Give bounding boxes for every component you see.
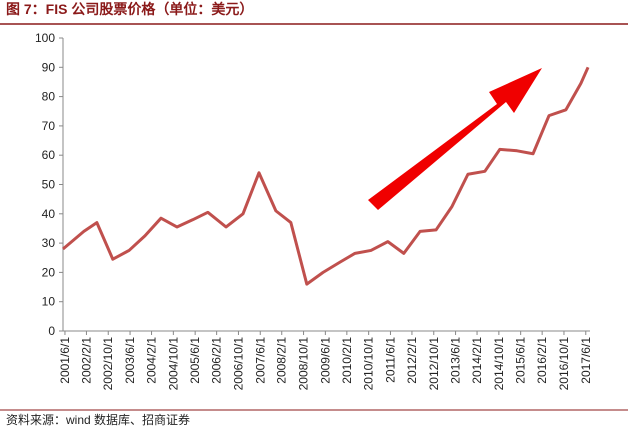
y-tick-label: 50 bbox=[42, 178, 56, 192]
x-tick-label: 2006/2/1 bbox=[210, 337, 224, 384]
y-tick-label: 80 bbox=[42, 90, 56, 104]
x-tick-label: 2014/2/1 bbox=[470, 337, 484, 384]
x-tick-label: 2014/10/1 bbox=[492, 337, 506, 391]
x-tick-label: 2004/10/1 bbox=[166, 337, 180, 391]
x-tick-label: 2008/10/1 bbox=[297, 337, 311, 391]
y-tick-label: 30 bbox=[42, 236, 56, 250]
x-tick-label: 2016/2/1 bbox=[535, 337, 549, 384]
y-tick-label: 100 bbox=[35, 31, 55, 45]
x-tick-label: 2002/2/1 bbox=[79, 337, 93, 384]
y-tick-label: 90 bbox=[42, 60, 56, 74]
x-tick-label: 2012/2/1 bbox=[405, 337, 419, 384]
x-tick-label: 2016/10/1 bbox=[557, 337, 571, 391]
x-tick-label: 2002/10/1 bbox=[101, 337, 115, 391]
x-tick-label: 2013/6/1 bbox=[449, 337, 463, 384]
x-tick-label: 2015/6/1 bbox=[514, 337, 528, 384]
x-tick-label: 2010/10/1 bbox=[362, 337, 376, 391]
y-tick-label: 70 bbox=[42, 119, 56, 133]
x-tick-label: 2004/2/1 bbox=[145, 337, 159, 384]
x-tick-label: 2008/2/1 bbox=[275, 337, 289, 384]
x-tick-label: 2003/6/1 bbox=[123, 337, 137, 384]
x-tick-label: 2006/10/1 bbox=[231, 337, 245, 391]
chart-title: 图 7：FIS 公司股票价格（单位：美元） bbox=[6, 1, 253, 17]
y-tick-label: 0 bbox=[48, 324, 55, 338]
price-line bbox=[62, 66, 590, 286]
x-tick-label: 2007/6/1 bbox=[253, 337, 267, 384]
y-tick-label: 10 bbox=[42, 295, 56, 309]
x-tick-label: 2012/10/1 bbox=[427, 337, 441, 391]
x-tick-label: 2001/6/1 bbox=[58, 337, 72, 384]
trend-arrow bbox=[368, 68, 542, 210]
x-tick-label: 2011/6/1 bbox=[383, 337, 397, 383]
x-tick-label: 2010/2/1 bbox=[340, 337, 354, 384]
y-tick-label: 40 bbox=[42, 207, 56, 221]
x-tick-label: 2009/6/1 bbox=[318, 337, 332, 384]
x-tick-label: 2005/6/1 bbox=[188, 337, 202, 384]
y-tick-label: 60 bbox=[42, 148, 56, 162]
x-tick-label: 2017/6/1 bbox=[579, 337, 593, 384]
source-note: 资料来源：wind 数据库、招商证券 bbox=[6, 412, 190, 427]
y-tick-label: 20 bbox=[42, 265, 56, 279]
